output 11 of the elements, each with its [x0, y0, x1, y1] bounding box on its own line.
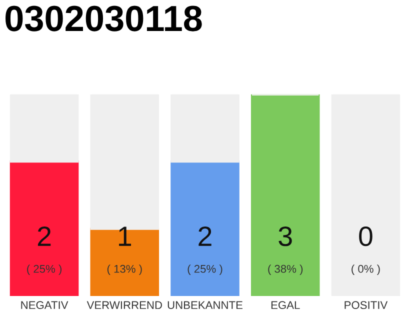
- chart-title: 0302030118: [6, 6, 202, 32]
- x-tick-label: NEGATIV: [21, 301, 68, 310]
- x-tick-label: VERWIRREND: [86, 301, 162, 309]
- x-tick-label: POSITIV: [344, 301, 388, 310]
- data-label: 1 ( 13% ): [107, 226, 142, 275]
- data-label: 3 ( 38% ): [268, 226, 303, 275]
- data-label: 0 ( 0% ): [352, 226, 380, 275]
- x-tick-label: EGAL: [271, 301, 300, 310]
- x-tick-label: UNBEKANNTE: [168, 301, 242, 310]
- data-label: 2 ( 25% ): [188, 226, 222, 275]
- data-label: 2 ( 25% ): [27, 226, 62, 275]
